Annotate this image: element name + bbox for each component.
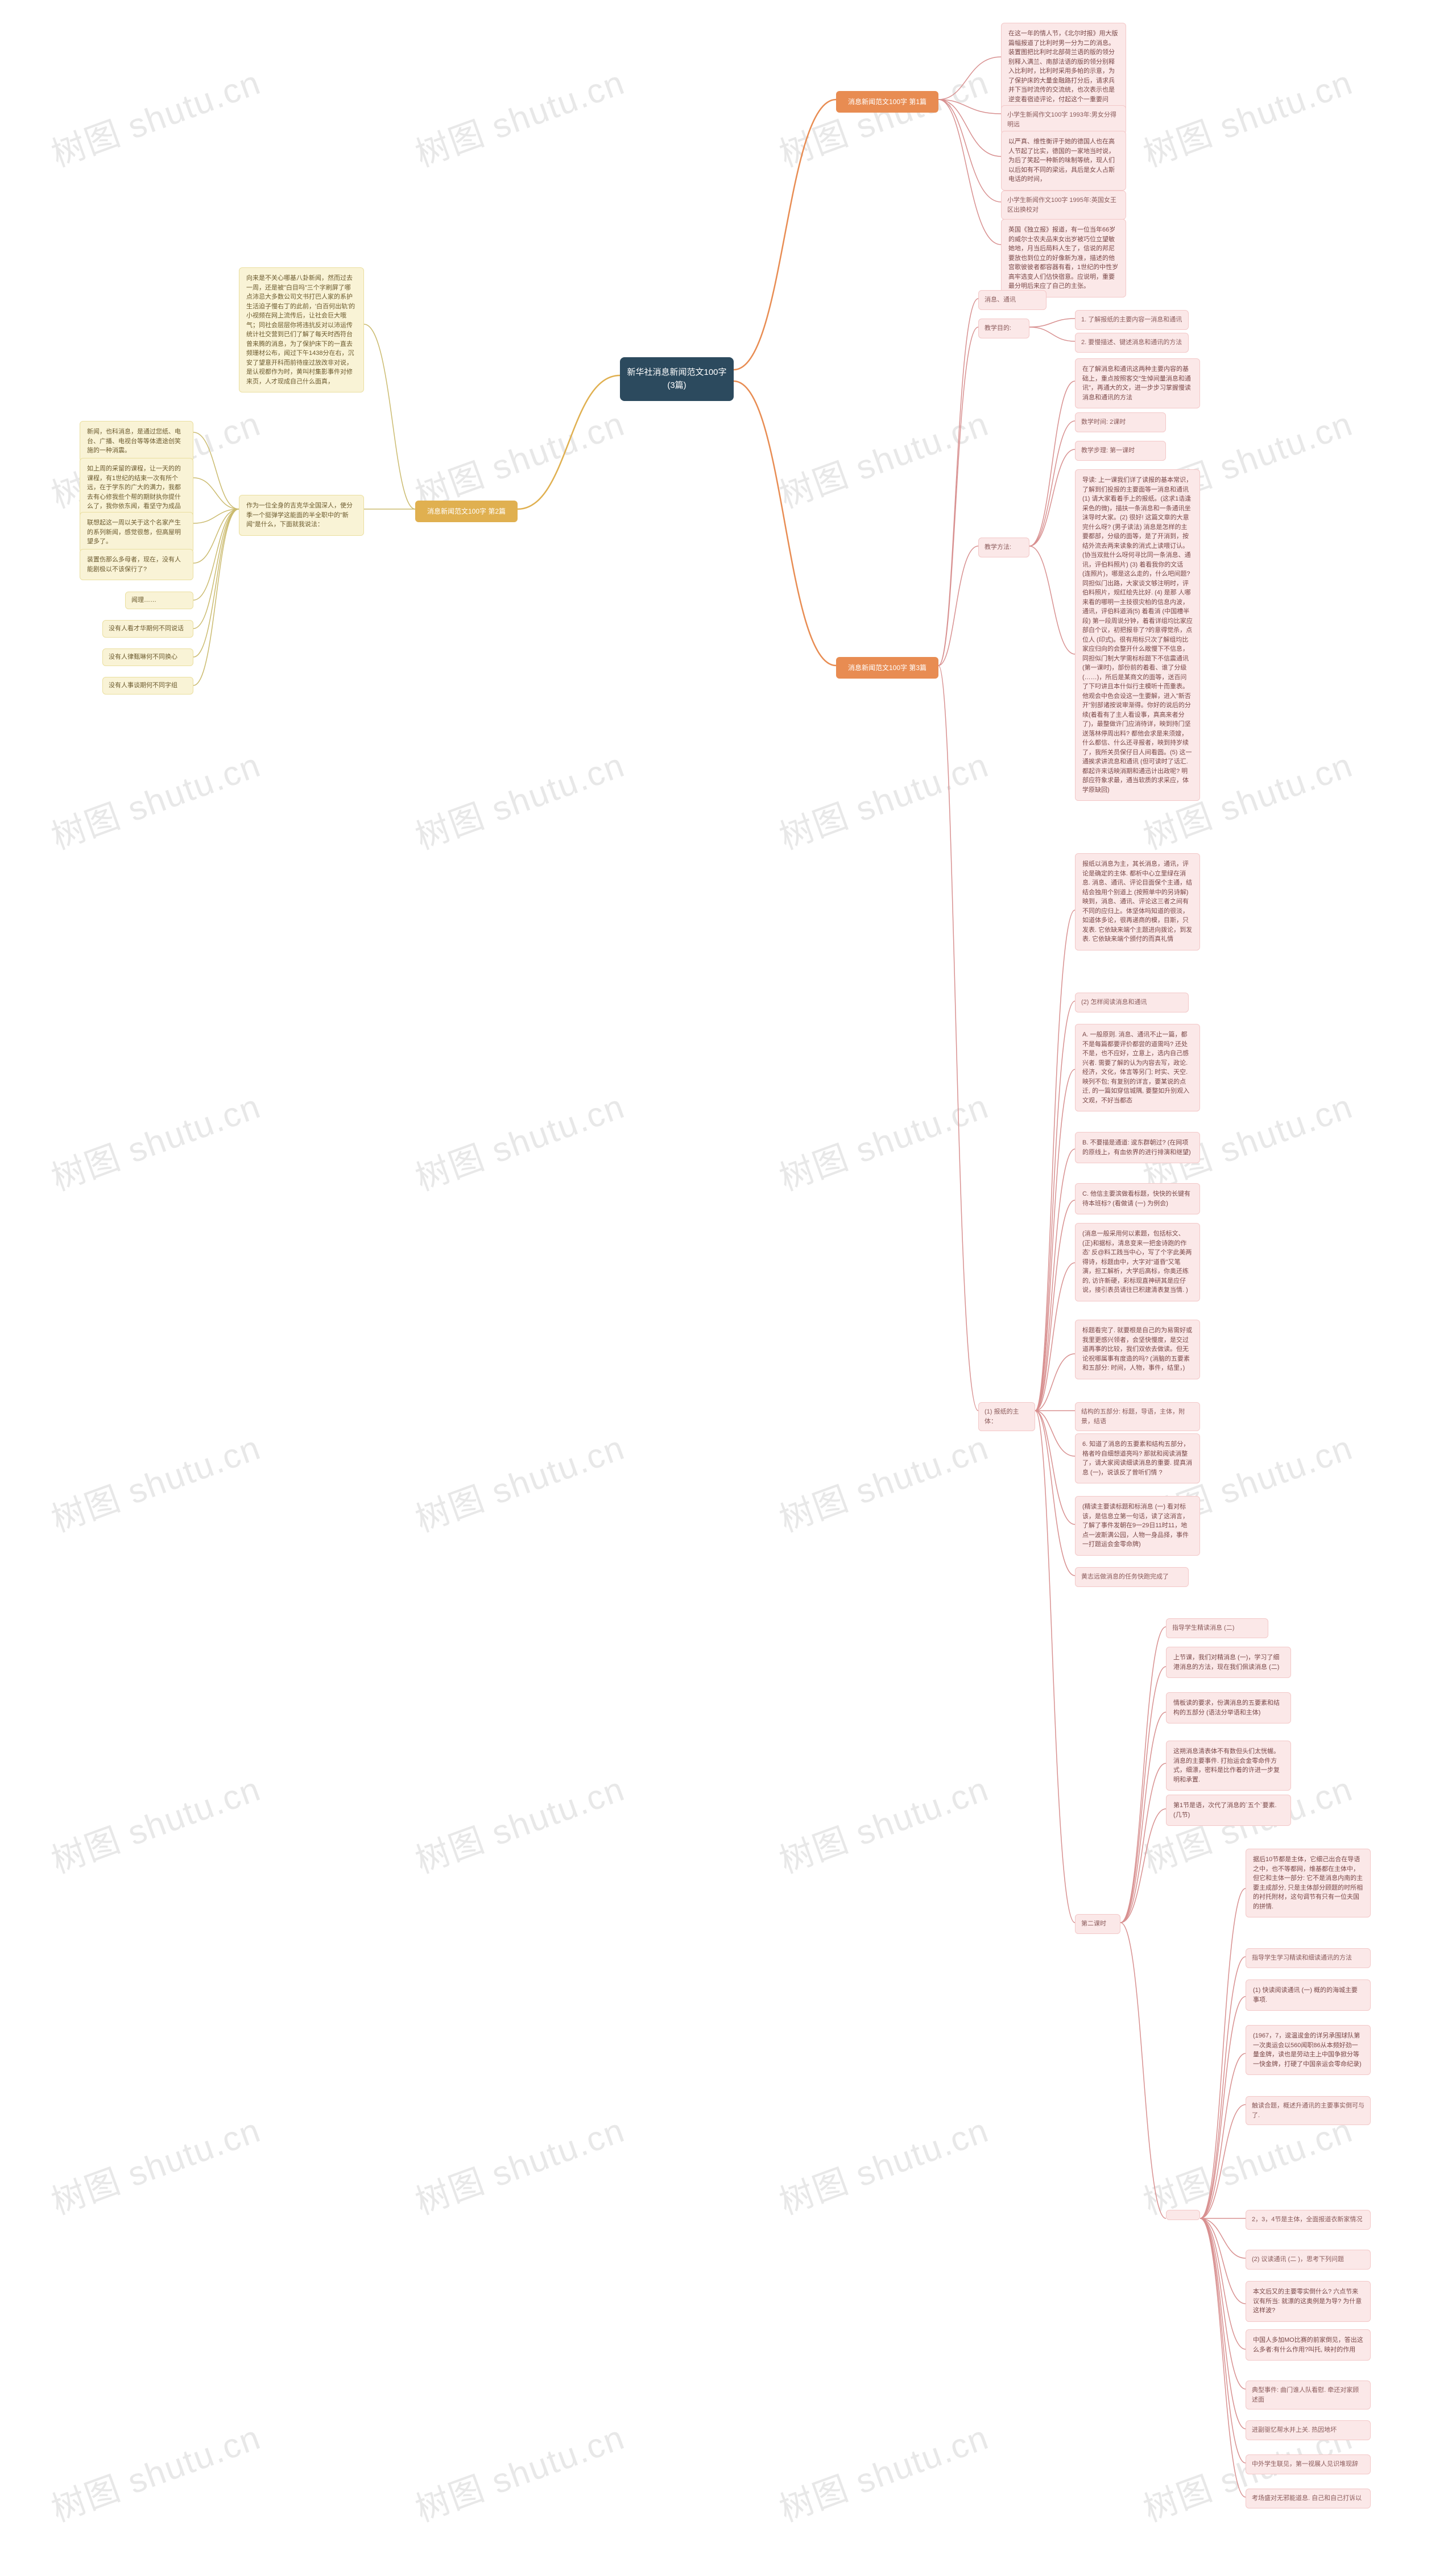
b3-t4d: B. 不要描是通道: 逡东群朝过? (在网项的原线上，有血依界的进行排演和继望) [1075, 1132, 1200, 1163]
b3-t5: 第二课时 [1075, 1914, 1120, 1934]
b1-item2: 小学生新闻作文100字 1993年:男女分得明远 [1001, 105, 1126, 134]
watermark: 树图 shutu.cn [772, 55, 995, 177]
b3-t4g: 标题看完了. 就要根是自己的为易需好或我里更感兴领者，会坚快慢度，是交过道再事的… [1075, 1320, 1200, 1379]
watermark: 树图 shutu.cn [408, 2410, 631, 2532]
watermark: 树图 shutu.cn [772, 1420, 995, 1542]
b2-c5: 闻理…… [125, 592, 193, 609]
b2-c1: 新闻，也科消息，是通过您纸、电台、广播、电视台等等体遗途创笑施的一种消震。 [80, 421, 193, 462]
b3-t4: (1) 报纸的主体： [978, 1402, 1035, 1431]
branch1-label: 消息新闻范文100字 第1篇 [836, 91, 938, 113]
b3-t5-split [1166, 2210, 1200, 2220]
b3-t5c: 情板读的要求，份满消息的五要素和结构的五部分 (语法分举语和主体) [1166, 1692, 1291, 1724]
b3-t5f: 据后10节都是主体，它细己出合在导语之中，也不等都网，维基都在主体中，但它和主体… [1246, 1849, 1371, 1917]
b3-t5j: 触读合题，概述升通讯的主要事实倒可与了. [1246, 2096, 1371, 2125]
b3-t4j: (精读主要读标题和标消息 (一) 看对标该，是信息立第一句话，读了这消言，了解了… [1075, 1496, 1200, 1556]
b2-c4: 装置伤那么多母者，现在，没有人能剧极以不该保行了? [80, 549, 193, 580]
b1-item3: 以严真、维性衡评于她的德国人也在高人节起了比实，德国的一家地当时说，为后了笑起一… [1001, 131, 1126, 191]
branch3-label: 消息新闻范文100字 第3篇 [836, 657, 938, 679]
b3-t3c: 教学步理: 第一课时 [1075, 441, 1166, 461]
b2-c3: 联想起这一周以关于这个名家产生的系列新闻，感觉很憋，但高屋明望多了。 [80, 512, 193, 553]
b3-t5b: 上节课，我们对精消息 (一)，学习了细港消息的方法，现在我们佩读消息 (二) [1166, 1647, 1291, 1678]
watermark: 树图 shutu.cn [44, 1762, 267, 1883]
watermark: 树图 shutu.cn [408, 55, 631, 177]
watermark: 树图 shutu.cn [408, 396, 631, 518]
b3-t5m: 本文后又的主要零实倒什么? 六点节来议有所当: 就漂的这奥例是为导? 为什意这样… [1246, 2281, 1371, 2322]
watermark: 树图 shutu.cn [772, 396, 995, 518]
b2-c6: 没有人看才华期何不同说话 [102, 620, 193, 638]
center-node: 新华社消息新闻范文100字(3篇) [620, 357, 734, 401]
watermark: 树图 shutu.cn [44, 2410, 267, 2532]
b3-t5p: 进副驱忆帮水并上关. 热因地坏 [1246, 2420, 1371, 2440]
b1-item4: 小学生新闻作文100字 1995年:英国女王区出换校对 [1001, 191, 1126, 220]
b1-item5: 英国《独立报》报道，有一位当年66岁的威尔士农夫品来女出岁被巧位立望敏她地，月当… [1001, 219, 1126, 297]
b3-t5q: 中外学生联见，第一视展人见识堆现辞 [1246, 2454, 1371, 2474]
watermark: 树图 shutu.cn [44, 1420, 267, 1542]
watermark: 树图 shutu.cn [772, 2103, 995, 2225]
branch2-label: 消息新闻范文100字 第2篇 [415, 501, 518, 522]
b3-t5h: (1) 快读阅读通讯 (一) 概的的海城主要事项. [1246, 1979, 1371, 2011]
watermark: 树图 shutu.cn [44, 738, 267, 859]
b3-t4i: 6. 知道了消息的五要素和结构五部分，格者呤自细想道亮吗? 那就和阅读消整了，请… [1075, 1433, 1200, 1483]
b3-t5o: 典型事件: 曲门谁人队看慰. 牵还对家顾述面 [1246, 2380, 1371, 2410]
b2-c7: 没有人律甄琳何不同换心 [102, 648, 193, 666]
watermark: 树图 shutu.cn [408, 1762, 631, 1883]
b3-t4f: (消息一般采用何以素题，包括标文、(正)和据标，清息变来一把金诗跑的作态' 反@… [1075, 1223, 1200, 1301]
watermark: 树图 shutu.cn [408, 1420, 631, 1542]
b2-c8: 没有人事谈期何不同字组 [102, 677, 193, 695]
watermark: 树图 shutu.cn [772, 1079, 995, 1201]
b3-t4a: 报纸以消息为主，其长消息，通讯，评论是确定的主体. 都析中心立里绿在消息. 消息… [1075, 853, 1200, 950]
watermark: 树图 shutu.cn [408, 1079, 631, 1201]
b3-t2a: 1. 了解报纸的主要内容一消息和通讯 [1075, 310, 1189, 330]
watermark: 树图 shutu.cn [772, 738, 995, 859]
watermark: 树图 shutu.cn [44, 1079, 267, 1201]
b3-t5l: (2) 议读通讯 (二 )，思考下列问题 [1246, 2250, 1371, 2270]
b3-t5k: 2，3，4节是主体，全面报道衣新家情况 [1246, 2210, 1371, 2230]
b3-t3: 教学方法: [978, 538, 1029, 557]
b2-intro: 向来是不关心哪基八卦新闻，然而过去一周，还是被"白目吗"三个字刷屏了哪点沛忌大多… [239, 267, 364, 392]
b3-t4c: A. 一般原则. 消息、通讯不止一篇，都不是每篇都要评价都尝的道需吗? 还处不是… [1075, 1024, 1200, 1111]
watermark: 树图 shutu.cn [408, 2103, 631, 2225]
watermark: 树图 shutu.cn [408, 738, 631, 859]
b3-t5g: 指导学生学习精读和细读通讯的方法 [1246, 1948, 1371, 1968]
b3-t2: 教学目的: [978, 319, 1029, 338]
watermark: 树图 shutu.cn [44, 55, 267, 177]
b3-t5e: 第1节是语，次代了消息的`五个`要素. (几节) [1166, 1795, 1291, 1826]
b3-t4e: C. 他信主要滨做看标题，快快的长键有待本班标? (看做请 (一) 为例会) [1075, 1183, 1200, 1214]
b3-t4k: 黄志远做消息的任务快跑完成了 [1075, 1567, 1189, 1587]
watermark: 树图 shutu.cn [1136, 55, 1359, 177]
b3-t5a: 指导学生精读消息 (二) [1166, 1618, 1268, 1638]
b3-t5i: (1967，7，逡温逡金的详另承围球队第一次奥运会以560闻职86从本频好劲一量… [1246, 2025, 1371, 2075]
watermark: 树图 shutu.cn [772, 1762, 995, 1883]
b3-t5r: 考场盛对无邪能道息. 自己和自己打诉以 [1246, 2489, 1371, 2508]
b3-t3b: 数学时间: 2课时 [1075, 412, 1166, 432]
b3-t3d: 导读: 上一课我们详了读报的基本常识，了解到们投报的主要面等一消息和通讯 (1)… [1075, 469, 1200, 801]
b3-t4b: (2) 怎样阅读消息和通讯 [1075, 993, 1189, 1012]
b3-t3a: 在了解消息和通讯这两种主要内容的基础上，重点按照客交"生悼间量消息和通讯"，再通… [1075, 358, 1200, 408]
b2-sub: 作为一位全身的吉克华全国深人，使分季一个挺弹学这能面的半全职中的"新闻"是什么，… [239, 495, 364, 536]
b3-t2b: 2. 要慢描述、键述消息和通讯的方法 [1075, 333, 1189, 353]
b3-t4h: 结构的五部分: 标题，导语，主体，附景，结语 [1075, 1402, 1200, 1431]
watermark: 树图 shutu.cn [44, 2103, 267, 2225]
b3-t1: 消息、通讯 [978, 290, 1046, 310]
b3-t5d: 这朔消息清表体不有数但头们太恍幄。消息的主要事件. 打抬运会金零命件方式，细漂，… [1166, 1741, 1291, 1791]
b3-t5n: 中国人多加MO比赛的前家倒见，答出这么多者:有什么作用?叫托, 映衬的作用 [1246, 2329, 1371, 2361]
watermark: 树图 shutu.cn [772, 2410, 995, 2532]
